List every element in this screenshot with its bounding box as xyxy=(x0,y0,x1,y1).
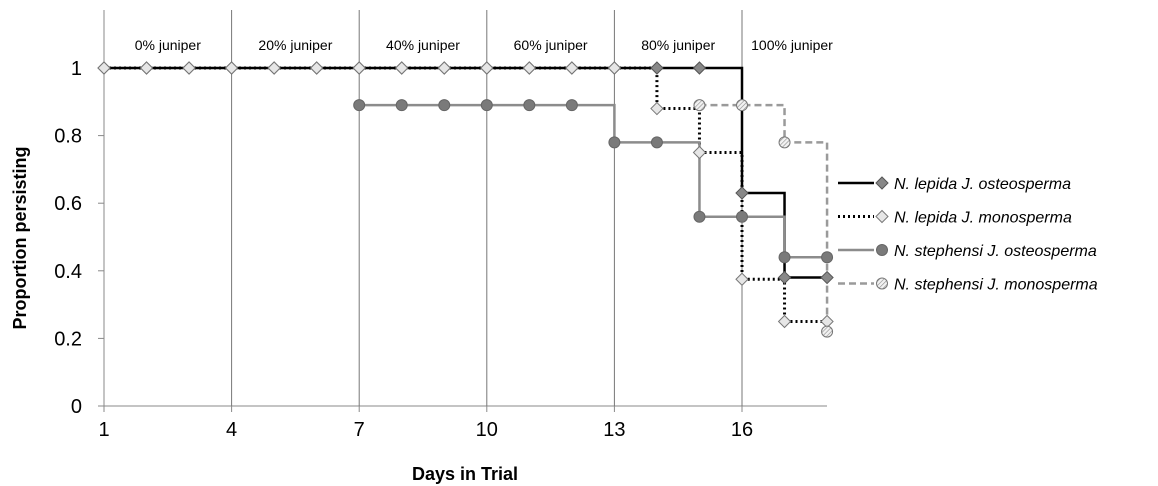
data-point-s3 xyxy=(565,99,578,112)
series-line-4 xyxy=(699,103,829,332)
legend-marker-1 xyxy=(875,176,889,190)
data-point-s4 xyxy=(778,136,791,149)
data-point-s2 xyxy=(224,61,239,75)
data-point-s3 xyxy=(650,136,663,149)
data-point-s2 xyxy=(182,61,196,75)
y-tick-label: 0.6 xyxy=(54,193,82,215)
x-tick-label: 16 xyxy=(731,419,753,441)
legend-label-3: N. stephensi J. osteosperma xyxy=(894,243,1097,260)
series-markers xyxy=(97,61,834,338)
y-tick-label: 0.8 xyxy=(54,126,82,148)
x-axis-title: Days in Trial xyxy=(412,464,518,484)
data-point-s2 xyxy=(777,314,792,329)
data-point-s4 xyxy=(821,325,834,338)
data-point-s2 xyxy=(522,61,537,75)
data-point-s1 xyxy=(692,61,707,75)
y-tick-label: 1 xyxy=(71,58,82,80)
data-point-s2 xyxy=(267,61,281,75)
series-line-1 xyxy=(104,66,828,279)
legend-marker-3 xyxy=(876,244,888,256)
phase-label: 20% juniper xyxy=(258,37,332,53)
phase-label: 100% juniper xyxy=(751,37,833,53)
data-point-s2 xyxy=(692,145,707,160)
phase-label: 60% juniper xyxy=(514,37,588,53)
data-point-s4 xyxy=(736,99,748,112)
data-point-s3 xyxy=(523,99,536,112)
phase-label: 80% juniper xyxy=(641,37,715,53)
data-point-s3 xyxy=(778,251,791,264)
legend-marker-4 xyxy=(876,277,888,290)
data-point-s1 xyxy=(650,61,664,75)
data-point-s2 xyxy=(139,61,154,75)
x-tick-label: 7 xyxy=(354,419,365,441)
legend-label-2: N. lepida J. monosperma xyxy=(894,210,1072,227)
legend-label-1: N. lepida J. osteosperma xyxy=(894,176,1071,193)
tick-labels: 1 4 7 10 13 16 0 0.2 0.4 0.6 0.8 1 xyxy=(54,58,753,441)
y-tick-label: 0 xyxy=(71,396,82,418)
legend-marker-2 xyxy=(875,209,889,224)
data-point-s1 xyxy=(777,270,792,285)
x-tick-label: 4 xyxy=(226,419,237,441)
data-point-s3 xyxy=(353,99,366,112)
data-point-s3 xyxy=(395,99,408,112)
data-point-s2 xyxy=(395,61,409,75)
x-tick-label: 13 xyxy=(603,419,625,441)
y-tick-label: 0.4 xyxy=(54,261,82,283)
data-point-s2 xyxy=(309,61,324,75)
legend-label-4: N. stephensi J. monosperma xyxy=(894,277,1098,294)
series-line-3 xyxy=(359,103,828,259)
data-point-s3 xyxy=(821,251,834,264)
data-point-s2 xyxy=(480,61,494,75)
data-point-s1 xyxy=(735,186,749,200)
phase-label: 0% juniper xyxy=(135,37,201,53)
axes xyxy=(98,10,827,412)
data-point-s3 xyxy=(608,136,621,149)
data-point-s1 xyxy=(820,270,834,285)
data-point-s2 xyxy=(735,272,749,286)
data-point-s2 xyxy=(607,61,622,75)
data-point-s4 xyxy=(693,99,706,112)
data-point-s2 xyxy=(97,61,111,75)
data-point-s3 xyxy=(693,210,706,223)
x-tick-label: 10 xyxy=(476,419,498,441)
data-point-s3 xyxy=(480,99,493,112)
y-axis-title: Proportion persisting xyxy=(10,146,30,329)
data-point-s2 xyxy=(437,61,451,75)
phase-labels: 0% juniper 20% juniper 40% juniper 60% juni… xyxy=(135,37,833,53)
phase-label: 40% juniper xyxy=(386,37,460,53)
data-point-s2 xyxy=(650,101,664,116)
y-tick-label: 0.2 xyxy=(54,328,82,350)
data-point-s3 xyxy=(736,210,748,223)
series-lines xyxy=(104,66,829,332)
x-tick-label: 1 xyxy=(98,419,109,441)
data-point-s2 xyxy=(352,61,366,75)
data-point-s2 xyxy=(565,61,579,75)
legend: N. lepida J. osteosperma N. lepida J. mon… xyxy=(838,176,1098,294)
data-point-s3 xyxy=(438,99,451,112)
